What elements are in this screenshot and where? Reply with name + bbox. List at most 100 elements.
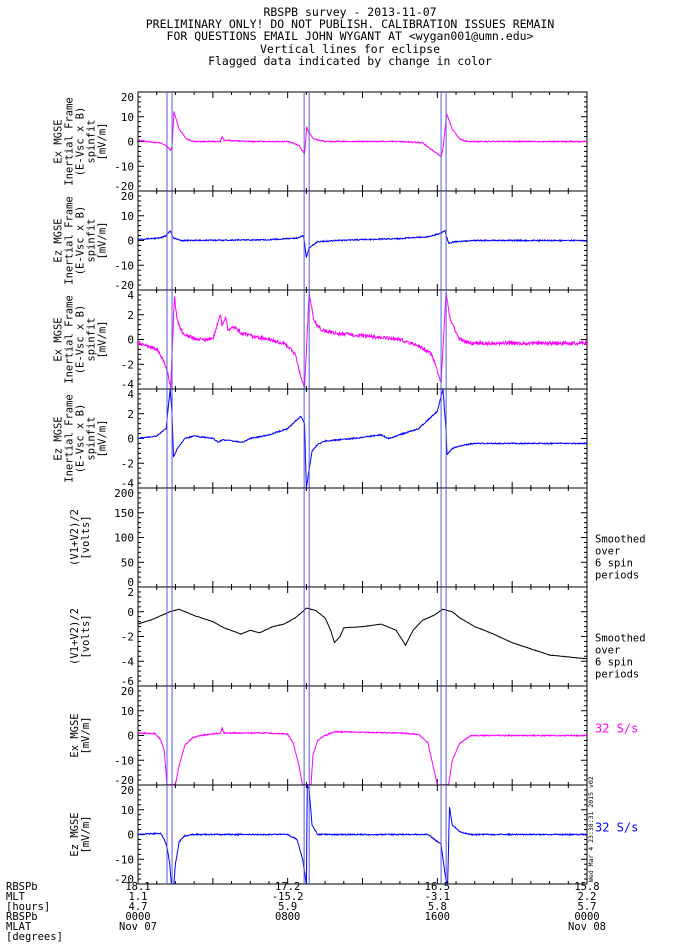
y-tick-label: 200 bbox=[114, 487, 134, 500]
y-tick-label: 0 bbox=[127, 136, 134, 149]
smoothing-note: over bbox=[595, 545, 620, 557]
y-axis-label: Ez MGSEInertial Frame(E-Vsc x B)spinfit[… bbox=[53, 196, 109, 285]
x-axis-value: Nov 07 bbox=[119, 921, 157, 933]
sample-rate-label: 32 S/s bbox=[595, 821, 638, 835]
data-series-magenta bbox=[138, 111, 587, 158]
data-series-blue bbox=[138, 389, 587, 488]
smoothing-note: Smoothed bbox=[595, 533, 646, 545]
y-axis-label: Ex MGSEInertial Frame(E-Vsc x B)spinfit[… bbox=[53, 295, 109, 384]
y-axis-label-line: spinfit bbox=[86, 119, 98, 163]
y-tick-label: -2 bbox=[121, 631, 134, 644]
smoothing-note: periods bbox=[595, 668, 639, 680]
x-axis-value: 0800 bbox=[275, 911, 300, 923]
y-axis-label-line: [volts] bbox=[80, 515, 92, 559]
y-axis-label-line: Inertial Frame bbox=[64, 97, 76, 186]
y-tick-label: -4 bbox=[121, 378, 135, 391]
y-tick-label: -4 bbox=[121, 655, 135, 668]
y-axis-label-line: (E-Vsc x B) bbox=[75, 404, 87, 474]
y-axis-label-line: (E-Vsc x B) bbox=[75, 305, 87, 375]
panel-8: -20 -10 0 10 20 Ez MGSE[mV/m] 32 S/s bbox=[69, 784, 638, 886]
x-axis-value: 5.8 bbox=[428, 901, 447, 913]
x-axis-value: 17.2 bbox=[275, 881, 300, 893]
x-axis-value: 2.2 bbox=[578, 891, 597, 903]
y-tick-label: 50 bbox=[121, 556, 134, 569]
y-axis-label-line: Ex MGSE bbox=[53, 119, 65, 163]
data-series-blue bbox=[138, 229, 587, 258]
y-axis-label: Ex MGSEInertial Frame(E-Vsc x B)spinfit[… bbox=[53, 97, 109, 186]
y-tick-label: -4 bbox=[121, 477, 135, 490]
data-series-black bbox=[138, 607, 587, 660]
x-axis-value: -3.1 bbox=[425, 891, 450, 903]
y-tick-label: 2 bbox=[127, 586, 134, 599]
x-axis-row-label: RBSPb bbox=[6, 911, 38, 923]
data-series-blue bbox=[138, 785, 587, 884]
y-axis-label-line: [mV/m] bbox=[97, 420, 109, 458]
y-tick-label: 2 bbox=[127, 309, 134, 322]
y-tick-label: 0 bbox=[127, 829, 134, 842]
panel-3: -4 -2 0 2 4 Ex MGSEInertial Frame(E-Vsc x B)s… bbox=[53, 289, 588, 391]
y-tick-label: 20 bbox=[121, 91, 134, 104]
x-axis-row-label: MLT bbox=[6, 891, 26, 903]
smoothing-note: Smoothed bbox=[595, 632, 646, 644]
y-tick-label: -20 bbox=[114, 873, 134, 886]
y-axis-label-line: [mV/m] bbox=[97, 222, 109, 260]
y-tick-label: 20 bbox=[121, 685, 134, 698]
panel-7: -20 -10 0 10 20 Ex MGSE[mV/m] 32 S/s bbox=[69, 685, 638, 787]
contact-line: FOR QUESTIONS EMAIL JOHN WYGANT AT <wyga… bbox=[166, 29, 534, 44]
x-axis-value: 1.1 bbox=[129, 891, 148, 903]
y-tick-label: 4 bbox=[127, 388, 134, 401]
y-axis-label-line: Ex MGSE bbox=[69, 713, 81, 757]
y-axis-label-line: Ez MGSE bbox=[53, 416, 65, 460]
y-tick-label: -10 bbox=[114, 259, 134, 272]
data-series-magenta bbox=[138, 291, 587, 389]
eclipse-note: Vertical lines for eclipse bbox=[259, 41, 440, 56]
panel-frame bbox=[137, 388, 588, 489]
smoothing-note: 6 spin bbox=[595, 557, 633, 569]
y-tick-label: 10 bbox=[121, 111, 134, 124]
x-axis-row-label: RBSPb bbox=[6, 881, 38, 893]
y-axis-label-line: (V1+V2)/2 bbox=[69, 509, 81, 566]
y-tick-label: -20 bbox=[114, 180, 134, 193]
x-axis-value: 5.9 bbox=[278, 901, 297, 913]
x-axis-value: 4.7 bbox=[129, 901, 148, 913]
y-tick-label: 10 bbox=[121, 705, 134, 718]
y-tick-label: 0 bbox=[127, 433, 134, 446]
x-axis-value: 15.8 bbox=[574, 881, 599, 893]
y-axis-label-line: (E-Vsc x B) bbox=[75, 107, 87, 177]
x-axis-value: 5.7 bbox=[578, 901, 597, 913]
generation-timestamp: Wed Mar 4 23:38:31 2015 v02 bbox=[587, 776, 595, 882]
y-axis-label-line: (V1+V2)/2 bbox=[69, 608, 81, 665]
y-tick-label: 20 bbox=[121, 190, 134, 203]
y-tick-label: 4 bbox=[127, 289, 134, 302]
y-axis-label: Ez MGSEInertial Frame(E-Vsc x B)spinfit[… bbox=[53, 394, 109, 483]
smoothing-note: over bbox=[595, 644, 620, 656]
y-axis-label-line: Ex MGSE bbox=[53, 317, 65, 361]
panel-1: -20 -10 0 10 20 Ex MGSEInertial Frame(E-Vsc x… bbox=[53, 91, 588, 193]
y-axis-label-line: [mV/m] bbox=[97, 321, 109, 359]
y-tick-label: 0 bbox=[127, 576, 134, 589]
data-series-magenta bbox=[138, 726, 587, 785]
plot-header: RBSPB survey - 2013-11-07 PRELIMINARY ON… bbox=[0, 6, 700, 67]
y-tick-label: -20 bbox=[114, 774, 134, 787]
y-tick-label: -2 bbox=[121, 358, 134, 371]
y-axis-label-line: spinfit bbox=[86, 218, 98, 262]
x-axis-row-label: MLAT bbox=[6, 921, 32, 933]
sample-rate-label: 32 S/s bbox=[595, 722, 638, 736]
y-tick-label: 10 bbox=[121, 210, 134, 223]
panel-frame bbox=[137, 586, 588, 687]
y-axis-label-line: Inertial Frame bbox=[64, 295, 76, 384]
y-axis-label-line: Inertial Frame bbox=[64, 196, 76, 285]
x-axis-value: 0000 bbox=[125, 911, 150, 923]
y-axis-label-line: [mV/m] bbox=[80, 816, 92, 854]
y-tick-label: 150 bbox=[114, 507, 134, 520]
y-tick-label: -10 bbox=[114, 754, 134, 767]
y-tick-label: 0 bbox=[127, 334, 134, 347]
y-tick-label: -10 bbox=[114, 853, 134, 866]
y-axis-label-line: Ez MGSE bbox=[69, 812, 81, 856]
y-tick-label: -20 bbox=[114, 279, 134, 292]
y-axis-label-line: [volts] bbox=[80, 614, 92, 658]
panel-2: -20 -10 0 10 20 Ez MGSEInertial Frame(E-Vsc x… bbox=[53, 190, 588, 292]
y-tick-label: -2 bbox=[121, 457, 134, 470]
